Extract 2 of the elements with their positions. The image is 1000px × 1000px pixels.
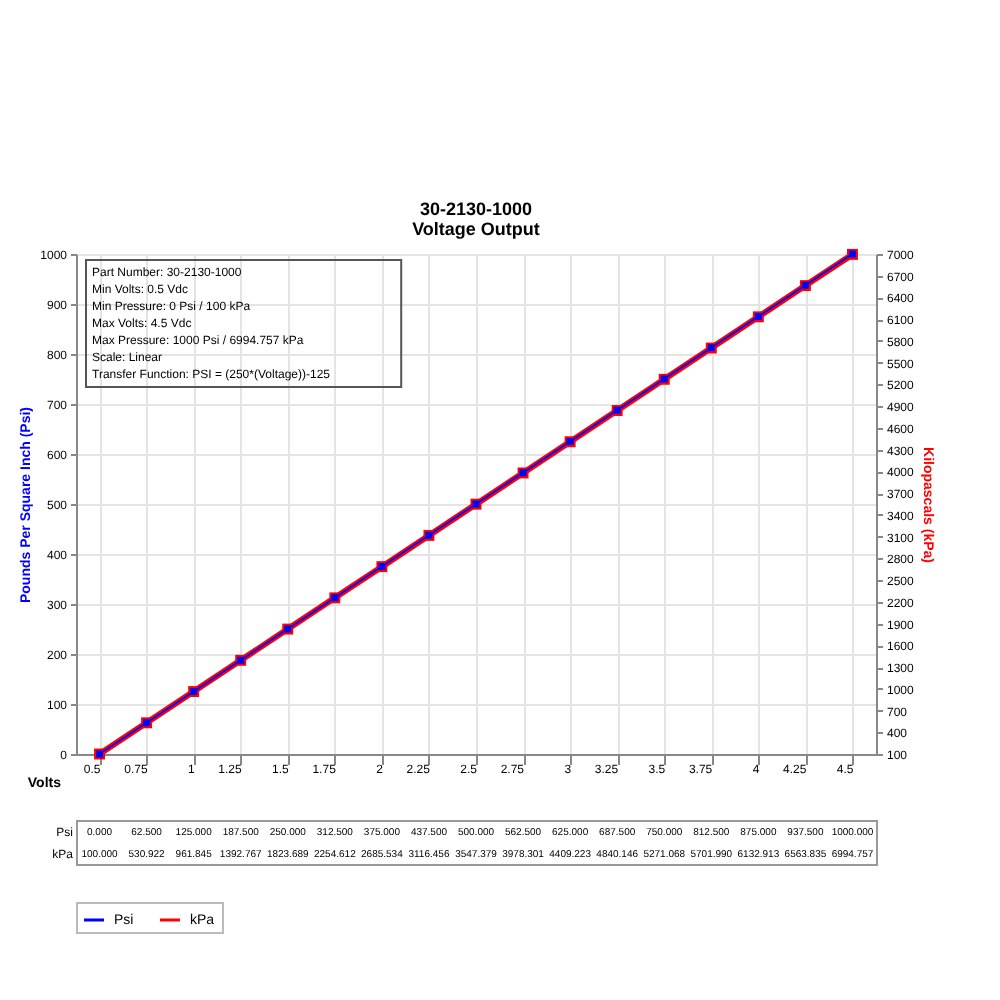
chart-title: 30-2130-1000 — [419, 199, 533, 219]
chart-subtitle: Voltage Output — [412, 219, 540, 239]
